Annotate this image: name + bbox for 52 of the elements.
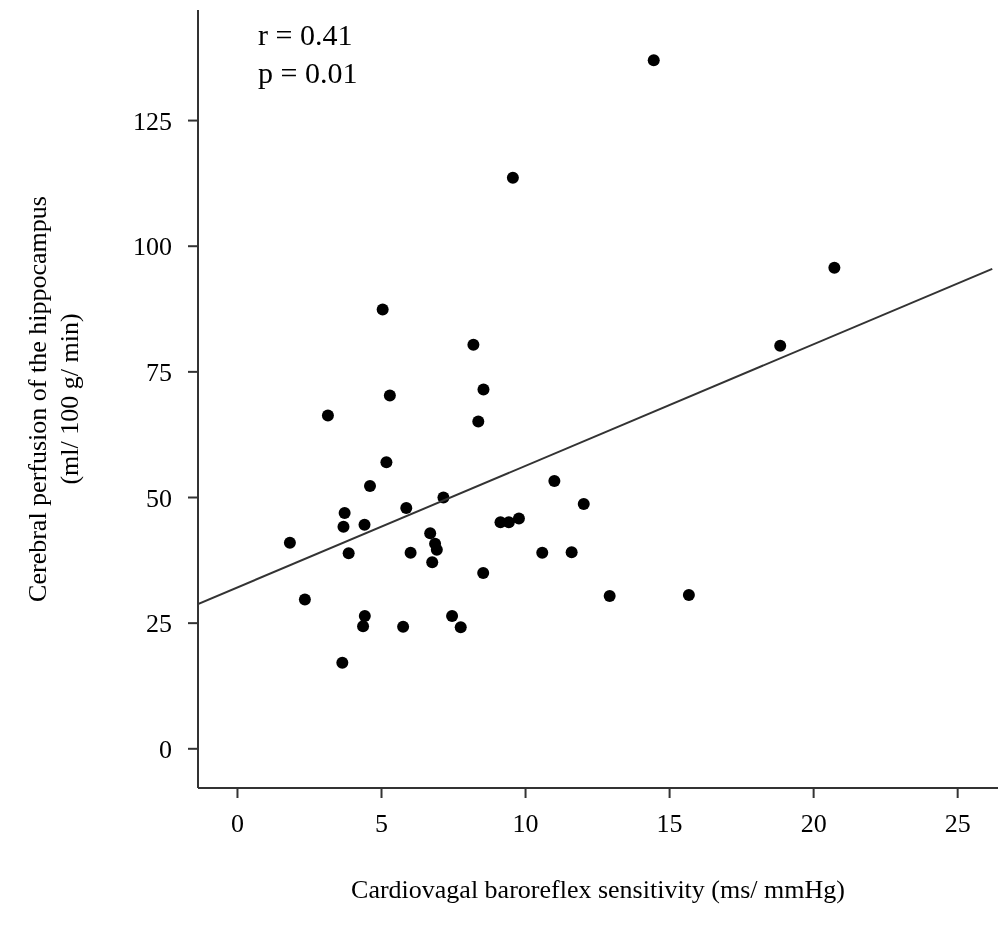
point [363, 479, 376, 492]
y-tick-label: 100 [133, 232, 172, 262]
point [577, 498, 590, 511]
y-tick-label: 125 [133, 106, 172, 136]
point [358, 610, 371, 623]
point [647, 54, 660, 67]
point [477, 566, 490, 579]
x-tick-label: 0 [230, 809, 244, 839]
point [536, 546, 549, 559]
point [454, 621, 467, 634]
point [338, 507, 351, 520]
point [828, 261, 841, 274]
x-tick-label: 10 [512, 809, 539, 839]
point [336, 656, 349, 669]
point [404, 546, 417, 559]
y-tick-label: 25 [146, 609, 172, 639]
point [383, 389, 396, 402]
x-axis-title: Cardiovagal baroreflex sensitivity (ms/ mmHg) [351, 875, 845, 904]
point [337, 520, 350, 533]
point [321, 409, 334, 422]
annotation: r = 0.41 [258, 18, 353, 52]
point [426, 556, 439, 569]
point [400, 502, 413, 515]
point [774, 339, 787, 352]
point [380, 456, 393, 469]
point [506, 171, 519, 184]
point [342, 547, 355, 560]
point [298, 593, 311, 606]
y-axis-title: Cerebral perfusion of the hippocampus (ml/ 100 g/ min) [23, 196, 84, 602]
point [283, 536, 296, 549]
y-tick-label: 0 [159, 735, 172, 765]
y-tick-label: 50 [146, 483, 172, 513]
y-tick-label: 75 [146, 358, 172, 388]
x-tick-label: 25 [944, 809, 971, 839]
x-tick-label: 20 [800, 809, 827, 839]
point [397, 620, 410, 633]
point [472, 415, 485, 428]
point [548, 474, 561, 487]
point [376, 303, 389, 316]
point [565, 546, 578, 559]
point [682, 589, 695, 602]
point [446, 610, 459, 623]
point [603, 590, 616, 603]
x-tick-label: 15 [656, 809, 683, 839]
x-tick-label: 5 [375, 809, 389, 839]
point [358, 518, 371, 531]
point [357, 620, 370, 633]
point [512, 512, 525, 525]
annotation: p = 0.01 [258, 56, 358, 90]
point [424, 527, 437, 540]
point [477, 383, 490, 396]
point [467, 338, 480, 351]
